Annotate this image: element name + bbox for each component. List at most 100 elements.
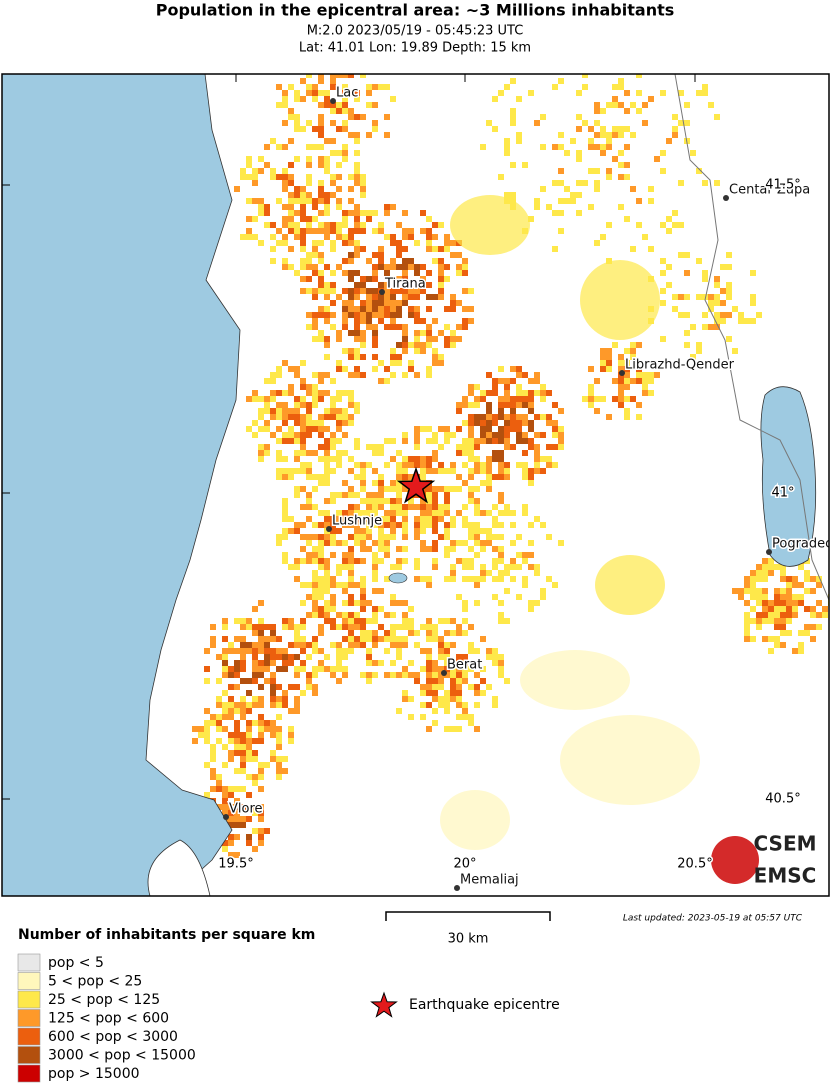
pop-cell [438, 270, 444, 276]
pop-cell [714, 114, 720, 120]
pop-cell [330, 540, 336, 546]
pop-cell [816, 576, 822, 582]
pop-cell [240, 816, 246, 822]
pop-cell [402, 486, 408, 492]
pop-cell [318, 186, 324, 192]
pop-cell [306, 432, 312, 438]
pop-cell [342, 222, 348, 228]
pop-cell [330, 624, 336, 630]
pop-cell [282, 90, 288, 96]
city-dot [379, 289, 385, 295]
pop-cell [480, 666, 486, 672]
pop-cell [252, 828, 258, 834]
pop-cell [204, 678, 210, 684]
pop-cell [606, 138, 612, 144]
pop-cell [450, 432, 456, 438]
pop-cell [504, 402, 510, 408]
pop-cell [336, 126, 342, 132]
pop-cell [330, 138, 336, 144]
pop-cell [618, 60, 624, 66]
pop-cell [606, 144, 612, 150]
pop-cell [450, 684, 456, 690]
pop-cell [504, 426, 510, 432]
pop-cell [450, 540, 456, 546]
pop-cell [366, 300, 372, 306]
pop-cell [468, 468, 474, 474]
pop-cell [540, 390, 546, 396]
pop-cell [732, 306, 738, 312]
pop-cell [468, 384, 474, 390]
pop-cell [450, 630, 456, 636]
pop-cell [234, 726, 240, 732]
pop-cell [336, 414, 342, 420]
pop-cell [288, 564, 294, 570]
pop-cell [360, 372, 366, 378]
pop-cell [342, 450, 348, 456]
pop-cell [306, 678, 312, 684]
pop-cell [312, 588, 318, 594]
pop-cell [282, 144, 288, 150]
pop-cell [462, 324, 468, 330]
pop-cell [420, 540, 426, 546]
pop-cell [420, 648, 426, 654]
pop-cell [312, 384, 318, 390]
pop-cell [294, 558, 300, 564]
pop-cell [258, 636, 264, 642]
pop-cell [516, 402, 522, 408]
pop-cell [402, 528, 408, 534]
pop-cell [348, 74, 354, 78]
pop-cell [354, 348, 360, 354]
pop-cell [456, 672, 462, 678]
pop-cell [330, 228, 336, 234]
pop-cell [438, 462, 444, 468]
pop-cell [366, 276, 372, 282]
pop-cell [270, 630, 276, 636]
pop-cell [474, 402, 480, 408]
pop-cell [348, 600, 354, 606]
pop-cell [342, 516, 348, 522]
pop-cell [636, 74, 642, 78]
pop-cell [390, 312, 396, 318]
pop-cell [312, 270, 318, 276]
pop-cell [258, 840, 264, 846]
pop-cell [636, 378, 642, 384]
pop-cell [348, 390, 354, 396]
pop-cell [384, 264, 390, 270]
pop-cell [558, 210, 564, 216]
pop-cell [624, 162, 630, 168]
legend-label: 3000 < pop < 15000 [48, 1048, 196, 1064]
pop-cell [372, 504, 378, 510]
pop-cell [336, 366, 342, 372]
pop-cell [426, 690, 432, 696]
pop-cell [456, 630, 462, 636]
pop-cell [546, 576, 552, 582]
pop-cell [270, 246, 276, 252]
pop-cell [378, 636, 384, 642]
pop-cell [294, 96, 300, 102]
pop-cell [396, 450, 402, 456]
pop-cell [756, 594, 762, 600]
pop-cell [300, 666, 306, 672]
pop-cell [270, 258, 276, 264]
pop-cell [438, 684, 444, 690]
pop-cell [390, 258, 396, 264]
pop-cell [282, 240, 288, 246]
pop-cell [684, 294, 690, 300]
pop-cell [246, 738, 252, 744]
pop-cell [528, 474, 534, 480]
pop-cell [588, 126, 594, 132]
pop-cell [324, 582, 330, 588]
pop-cell [420, 462, 426, 468]
pop-cell [768, 612, 774, 618]
pop-cell [336, 570, 342, 576]
pop-cell [792, 576, 798, 582]
pop-cell [324, 90, 330, 96]
pop-cell [468, 318, 474, 324]
pop-cell [276, 768, 282, 774]
pop-cell [390, 480, 396, 486]
pop-cell [522, 462, 528, 468]
pop-cell [270, 414, 276, 420]
pop-cell [354, 228, 360, 234]
pop-cell [402, 276, 408, 282]
pop-cell [708, 306, 714, 312]
